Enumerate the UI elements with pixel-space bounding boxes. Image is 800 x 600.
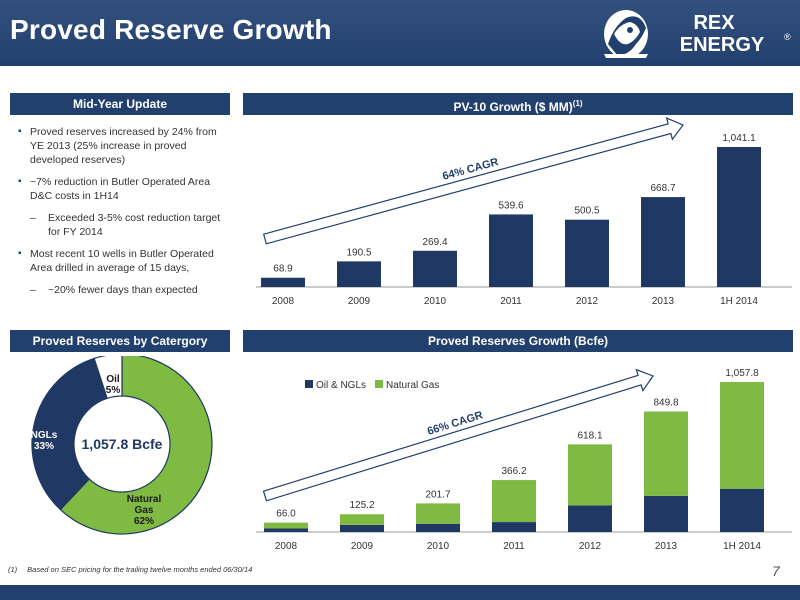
pie-center-label: 1,057.8 Bcfe: [82, 436, 163, 452]
pv10-value-label: 500.5: [574, 206, 599, 217]
logo-text-energy: ENERGY: [680, 34, 765, 56]
pv10-tick-label: 2009: [348, 296, 371, 307]
pv10-value-label: 539.6: [498, 200, 523, 211]
page-number: 7: [772, 563, 780, 579]
pv10-header-footnote: (1): [572, 99, 583, 108]
growth-total-label: 66.0: [276, 509, 296, 520]
pv10-bar: [641, 197, 685, 287]
sub-bullet-cost-target: Exceeded 3-5% cost reduction target for …: [18, 211, 233, 239]
company-logo: REX ENERGY ®: [604, 10, 791, 58]
growth-bar-segment: [720, 382, 764, 489]
pv10-bar: [261, 277, 305, 287]
bullet-drilling-days: Most recent 10 wells in Butler Operated …: [18, 247, 233, 275]
pie-slice-name: NGLs: [31, 430, 58, 441]
growth-header-label: Proved Reserves Growth (Bcfe): [427, 334, 609, 348]
bottom-bar: [0, 585, 800, 600]
pv10-bar: [413, 250, 457, 287]
growth-tick-label: 2012: [579, 541, 602, 552]
pie-slice: [93, 356, 123, 400]
legend-swatch: [375, 380, 383, 388]
registered-mark: ®: [784, 32, 791, 42]
pv10-value-label: 190.5: [346, 247, 371, 258]
pie-slice: [59, 356, 213, 535]
growth-header: Proved Reserves Growth (Bcfe): [243, 330, 793, 352]
growth-tick-label: 2011: [503, 541, 525, 552]
growth-tick-label: 2009: [351, 541, 374, 552]
pv10-bar: [565, 219, 609, 287]
growth-bar-segment: [568, 444, 612, 506]
footnote-marker: (1): [8, 565, 18, 574]
bullet-reserves-increase: Proved reserves increased by 24% from YE…: [18, 125, 233, 167]
pv10-bar: [337, 261, 381, 287]
pv10-header: PV-10 Growth ($ MM)(1): [243, 93, 793, 115]
pv10-tick-label: 2010: [424, 296, 447, 307]
pie-slice-percent: 33%: [34, 441, 54, 452]
pv10-tick-label: 2013: [652, 296, 675, 307]
reserves-growth-stacked-chart: Oil & NGLs Natural Gas 66.0 2008 125.2 2009 20…: [256, 368, 792, 552]
growth-bar-segment: [416, 503, 460, 524]
growth-bar-segment: [492, 480, 536, 523]
mid-year-bullets: Proved reserves increased by 24% from YE…: [18, 125, 233, 305]
legend-swatch: [305, 380, 313, 388]
growth-bar-segment: [720, 488, 764, 532]
category-header: Proved Reserves by Catergory: [10, 330, 230, 352]
growth-bar-segment: [644, 411, 688, 496]
pv10-value-label: 1,041.1: [722, 133, 756, 144]
growth-total-label: 125.2: [349, 500, 374, 511]
pie-slice-percent: 62%: [134, 516, 154, 527]
growth-bar-segment: [644, 495, 688, 532]
growth-tick-label: 2010: [427, 541, 450, 552]
pv10-bar-chart: 68.9 2008 190.5 2009 269.4 2010 539.6 2011 500.5…: [256, 117, 792, 307]
page-title: Proved Reserve Growth: [10, 14, 332, 45]
pv10-value-label: 269.4: [422, 237, 447, 248]
pv10-value-label: 668.7: [650, 183, 675, 194]
sub-bullet-fewer-days: ~20% fewer days than expected: [18, 283, 233, 297]
pv10-cagr-arrow: 64% CAGR: [262, 117, 684, 245]
pv10-bar: [717, 147, 761, 287]
pv10-value-label: 68.9: [273, 264, 293, 275]
mid-year-header-label: Mid-Year Update: [72, 97, 168, 111]
pv10-tick-label: 2011: [500, 296, 522, 307]
growth-bar-segment: [264, 522, 308, 529]
pv10-tick-label: 2008: [272, 296, 295, 307]
growth-tick-label: 2013: [655, 541, 678, 552]
growth-total-label: 366.2: [501, 466, 526, 477]
footnote: (1) Based on SEC pricing for the trailing…: [8, 565, 252, 574]
growth-total-label: 849.8: [653, 397, 678, 408]
title-bar: [0, 0, 800, 66]
pv10-bar: [489, 214, 533, 287]
growth-tick-label: 1H 2014: [723, 541, 761, 552]
bullet-cost-reduction: ~7% reduction in Butler Operated Area D&…: [18, 175, 233, 203]
category-header-label: Proved Reserves by Catergory: [32, 334, 208, 348]
growth-bar-segment: [340, 524, 384, 532]
legend-label: Natural Gas: [386, 380, 439, 391]
pv10-header-label: PV-10 Growth ($ MM): [453, 100, 573, 114]
pv10-tick-label: 1H 2014: [720, 296, 758, 307]
lion-emblem-icon: [604, 10, 648, 58]
pv10-tick-label: 2012: [576, 296, 599, 307]
growth-total-label: 618.1: [577, 430, 602, 441]
pie-slice-name: Natural Gas: [127, 494, 162, 516]
logo-text-rex: REX: [693, 12, 735, 34]
pie-center-box: [82, 430, 162, 456]
pie-slice-percent: 5%: [106, 385, 121, 396]
pie-slice: [31, 357, 108, 511]
footnote-text: Based on SEC pricing for the trailing tw…: [27, 565, 253, 574]
growth-bar-segment: [416, 523, 460, 532]
growth-tick-label: 2008: [275, 541, 298, 552]
growth-bar-segment: [492, 522, 536, 532]
pie-slice-name: Oil: [106, 374, 120, 385]
growth-bar-segment: [340, 514, 384, 525]
growth-bar-segment: [568, 505, 612, 532]
growth-total-label: 201.7: [425, 489, 450, 500]
mid-year-header: Mid-Year Update: [10, 93, 230, 115]
growth-total-label: 1,057.8: [725, 368, 759, 379]
legend-label: Oil & NGLs: [316, 380, 366, 391]
growth-bar-segment: [264, 528, 308, 532]
